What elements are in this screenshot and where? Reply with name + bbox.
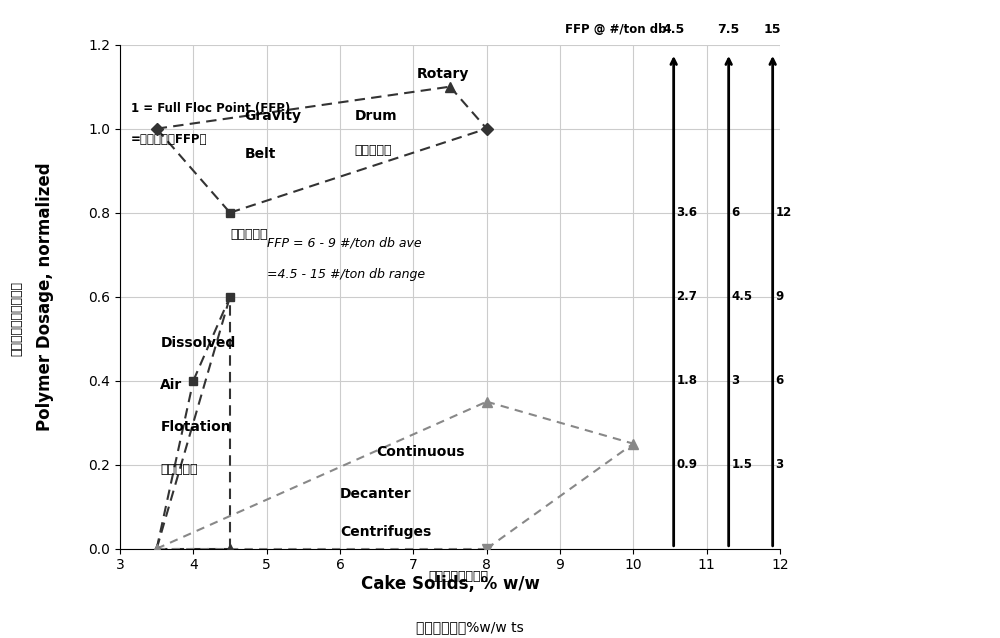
- Text: 6: 6: [776, 374, 784, 387]
- Text: Gravity: Gravity: [245, 109, 302, 123]
- Text: 3: 3: [732, 374, 740, 387]
- Text: =全絮团点（FFP）: =全絮团点（FFP）: [131, 133, 207, 146]
- Text: Dissolved: Dissolved: [160, 336, 236, 350]
- Text: 溶气气浮机: 溶气气浮机: [160, 463, 198, 476]
- Text: Decanter: Decanter: [340, 487, 412, 501]
- Text: 4.5: 4.5: [732, 290, 753, 303]
- Text: 6: 6: [732, 206, 740, 219]
- Text: Centrifuges: Centrifuges: [340, 525, 431, 539]
- Text: 连续式回螺离心机: 连续式回螺离心机: [428, 570, 488, 583]
- X-axis label: Cake Solids, % w/w: Cake Solids, % w/w: [361, 575, 539, 593]
- Text: 固相含固率，%w/w ts: 固相含固率，%w/w ts: [416, 621, 524, 635]
- Text: Rotary: Rotary: [417, 67, 469, 81]
- Text: 0.9: 0.9: [677, 458, 698, 471]
- Text: Belt: Belt: [245, 147, 276, 161]
- Text: Flotation: Flotation: [160, 420, 231, 434]
- Text: 1 = Full Floc Point (FFP): 1 = Full Floc Point (FFP): [131, 102, 290, 115]
- Text: 1.8: 1.8: [677, 374, 698, 387]
- Text: FFP = 6 - 9 #/ton db ave: FFP = 6 - 9 #/ton db ave: [267, 236, 421, 249]
- Text: 3.6: 3.6: [677, 206, 698, 219]
- Text: 絮凝剂量，正常情况下: 絮凝剂量，正常情况下: [10, 281, 23, 357]
- Text: 带式浓缩机: 带式浓缩机: [230, 228, 268, 241]
- Text: 4.5: 4.5: [663, 23, 685, 36]
- Text: 2.7: 2.7: [677, 290, 697, 303]
- Text: 9: 9: [776, 290, 784, 303]
- Text: 1.5: 1.5: [732, 458, 753, 471]
- Text: 15: 15: [764, 23, 781, 36]
- Text: Continuous: Continuous: [377, 445, 465, 459]
- Text: 12: 12: [776, 206, 792, 219]
- Y-axis label: Polymer Dosage, normalized: Polymer Dosage, normalized: [36, 162, 54, 431]
- Text: 7.5: 7.5: [718, 23, 740, 36]
- Text: Air: Air: [160, 378, 183, 392]
- Text: Drum: Drum: [355, 109, 397, 123]
- Text: 転鼓浓缩机: 転鼓浓缩机: [355, 144, 392, 157]
- Text: FFP @ #/ton db: FFP @ #/ton db: [565, 23, 666, 36]
- Text: =4.5 - 15 #/ton db range: =4.5 - 15 #/ton db range: [267, 268, 425, 281]
- Text: 3: 3: [776, 458, 784, 471]
